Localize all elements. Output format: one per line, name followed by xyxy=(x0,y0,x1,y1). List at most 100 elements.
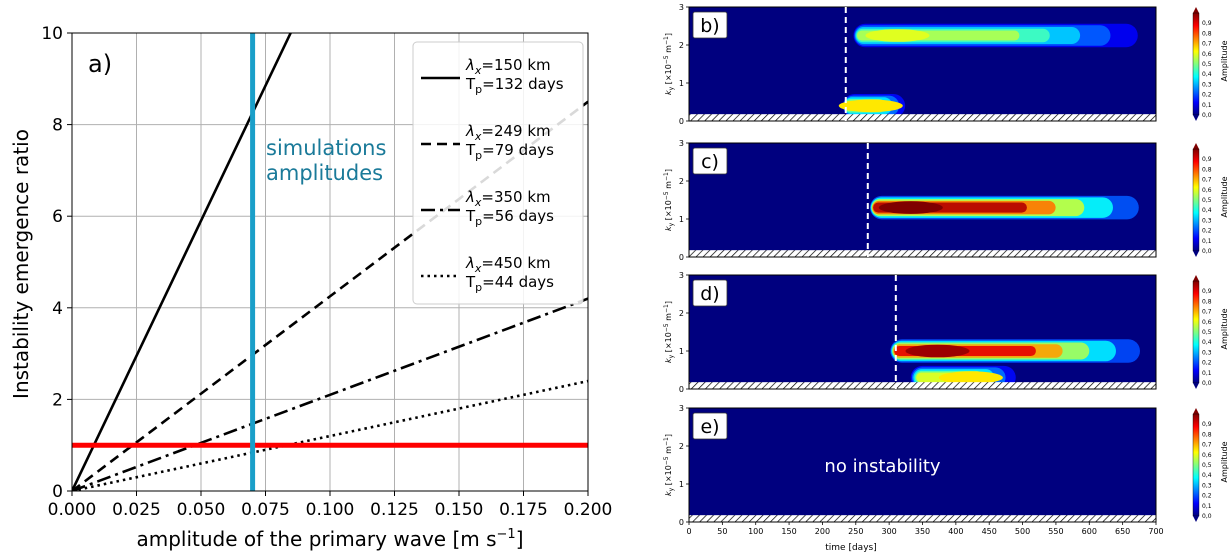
y-tick-label: 4 xyxy=(52,299,63,319)
colorbar-tick-label: 0,4 xyxy=(1202,472,1212,479)
x-tick-label: 350 xyxy=(915,527,930,536)
x-tick-label: 0 xyxy=(686,527,691,536)
x-tick-label: 200 xyxy=(815,527,830,536)
colorbar-tick-label: 0,0 xyxy=(1202,248,1212,255)
colorbar-tick-label: 0,3 xyxy=(1202,349,1212,356)
heatmap-blob-peak xyxy=(878,201,943,214)
colorbar-tick-label: 0,7 xyxy=(1202,177,1212,184)
heatmap-frame xyxy=(688,6,1157,122)
heatmap-blob-peak xyxy=(938,371,1003,384)
colorbar-bottom-arrow xyxy=(1193,251,1199,257)
panel-label: b) xyxy=(700,15,719,37)
heatmap-blob-peak xyxy=(865,29,930,42)
x-tick-labels: 0.000 0.025 0.050 0.075 0.100 0.125 0.150 0.175… xyxy=(48,491,613,520)
y-tick-label: 2 xyxy=(679,442,684,451)
colorbar xyxy=(1192,12,1200,116)
colorbar-tick-label: 0,9 xyxy=(1202,421,1212,428)
x-tick-label: 250 xyxy=(848,527,863,536)
x-tick-label: 0.150 xyxy=(435,500,484,520)
panel-label: d) xyxy=(700,283,719,305)
panel-label-box xyxy=(692,279,728,307)
x-axis-label: amplitude of the primary wave [m s−1] xyxy=(136,527,523,551)
colorbar-top-arrow xyxy=(1193,408,1199,414)
x-tick-label: 0.000 xyxy=(48,500,97,520)
y-tick-label: 1 xyxy=(679,347,684,356)
colorbar-tick-label: 0,5 xyxy=(1202,61,1212,68)
legend-entry-period: Tp=44 days xyxy=(465,273,554,294)
colorbar-tick-label: 0,5 xyxy=(1202,462,1212,469)
y-tick-label: 2 xyxy=(52,390,63,410)
panel-label-box xyxy=(692,147,728,175)
legend-entry-lambda: λx=249 km xyxy=(465,122,551,143)
legend-entry-lambda: λx=450 km xyxy=(465,254,551,275)
colorbar xyxy=(1192,280,1200,384)
heatmap-panel-b: b) 0 1 2 3 ky [×10−5 m−1] 0,0 0,1 0,2 0,3 0,4 0,5 0,… xyxy=(663,3,1229,126)
colorbar-tick-label: 0,3 xyxy=(1202,482,1212,489)
line-chart-a: 0.000 0.025 0.050 0.075 0.100 0.125 0.150 0.175… xyxy=(9,24,613,551)
hatched-band xyxy=(689,382,1156,389)
heatmap-blobs xyxy=(838,23,1138,118)
colorbar-tick-label: 0,0 xyxy=(1202,112,1212,119)
hatched-band xyxy=(689,114,1156,121)
hatched-band xyxy=(689,515,1156,522)
legend-entry-lambda: λx=350 km xyxy=(465,188,551,209)
time-axis-label: time [days] xyxy=(825,543,876,553)
x-tick-label: 0.200 xyxy=(564,500,613,520)
legend-entry-period: Tp=56 days xyxy=(465,207,554,228)
colorbar-tick-label: 0,8 xyxy=(1202,298,1212,305)
no-instability-label: no instability xyxy=(824,456,941,477)
x-tick-label: 50 xyxy=(717,527,727,536)
colorbar-tick-label: 0,9 xyxy=(1202,156,1212,163)
colorbar-tick-label: 0,7 xyxy=(1202,41,1212,48)
colorbar-tick-label: 0,8 xyxy=(1202,166,1212,173)
y-axis-label: ky [×10−5 m−1] xyxy=(663,33,675,95)
colorbar-tick-label: 0,3 xyxy=(1202,81,1212,88)
y-tick-label: 2 xyxy=(679,309,684,318)
sim-label-line1: simulations xyxy=(266,136,386,160)
colorbar-tick-label: 0,7 xyxy=(1202,309,1212,316)
panel-label-box xyxy=(692,412,728,440)
panel-label: c) xyxy=(701,151,719,173)
heatmap-blobs xyxy=(870,195,1139,220)
legend-entry-lambda: λx=150 km xyxy=(465,56,551,77)
y-tick-label: 3 xyxy=(679,3,684,12)
colorbar-tick-label: 0,6 xyxy=(1202,319,1212,326)
y-axis-label: ky [×10−5 m−1] xyxy=(663,169,675,231)
heatmap-panel-d: d) 0 1 2 3 ky [×10−5 m−1] 0,0 0,1 0,2 0,3 0,4 0,5 0,… xyxy=(663,271,1229,394)
y-tick-label: 0 xyxy=(52,482,63,502)
colorbar-tick-label: 0,1 xyxy=(1202,238,1212,245)
colorbar-tick-label: 0,6 xyxy=(1202,452,1212,459)
x-tick-label: 600 xyxy=(1082,527,1097,536)
colorbar-label: Amplitude xyxy=(1220,441,1229,482)
panel-label-a: a) xyxy=(88,50,112,78)
y-tick-labels: 0 2 4 6 8 10 xyxy=(41,24,72,502)
y-tick-label: 8 xyxy=(52,116,63,136)
y-tick-label: 0 xyxy=(679,385,684,394)
y-tick-label: 1 xyxy=(679,79,684,88)
colorbar-tick-label: 0,2 xyxy=(1202,493,1212,500)
colorbar-tick-label: 0,9 xyxy=(1202,20,1212,27)
colorbar-top-arrow xyxy=(1193,143,1199,149)
colorbar-tick-label: 0,6 xyxy=(1202,51,1212,58)
x-tick-label: 100 xyxy=(748,527,763,536)
colorbar xyxy=(1192,148,1200,252)
colorbar-bottom-arrow xyxy=(1193,516,1199,522)
heatmap-blobs xyxy=(890,339,1140,389)
colorbar-top-arrow xyxy=(1193,7,1199,13)
x-tick-label: 300 xyxy=(882,527,897,536)
colorbar-tick-label: 0,4 xyxy=(1202,71,1212,78)
x-tick-label: 0.175 xyxy=(499,500,548,520)
colorbar-label: Amplitude xyxy=(1220,308,1229,349)
heatmap-blob-peak xyxy=(838,99,903,113)
y-axis-label: ky [×10−5 m−1] xyxy=(663,434,675,496)
x-tick-label: 0.100 xyxy=(306,500,355,520)
x-tick-label: 0.050 xyxy=(177,500,226,520)
legend-entry-period: Tp=79 days xyxy=(465,141,554,162)
series-line-2 xyxy=(72,100,588,491)
colorbar-label: Amplitude xyxy=(1220,40,1229,81)
y-tick-label: 2 xyxy=(679,41,684,50)
y-tick-label: 0 xyxy=(679,518,684,527)
colorbar-tick-label: 0,5 xyxy=(1202,329,1212,336)
heatmap-frame xyxy=(688,142,1157,258)
colorbar-tick-label: 0,1 xyxy=(1202,370,1212,377)
